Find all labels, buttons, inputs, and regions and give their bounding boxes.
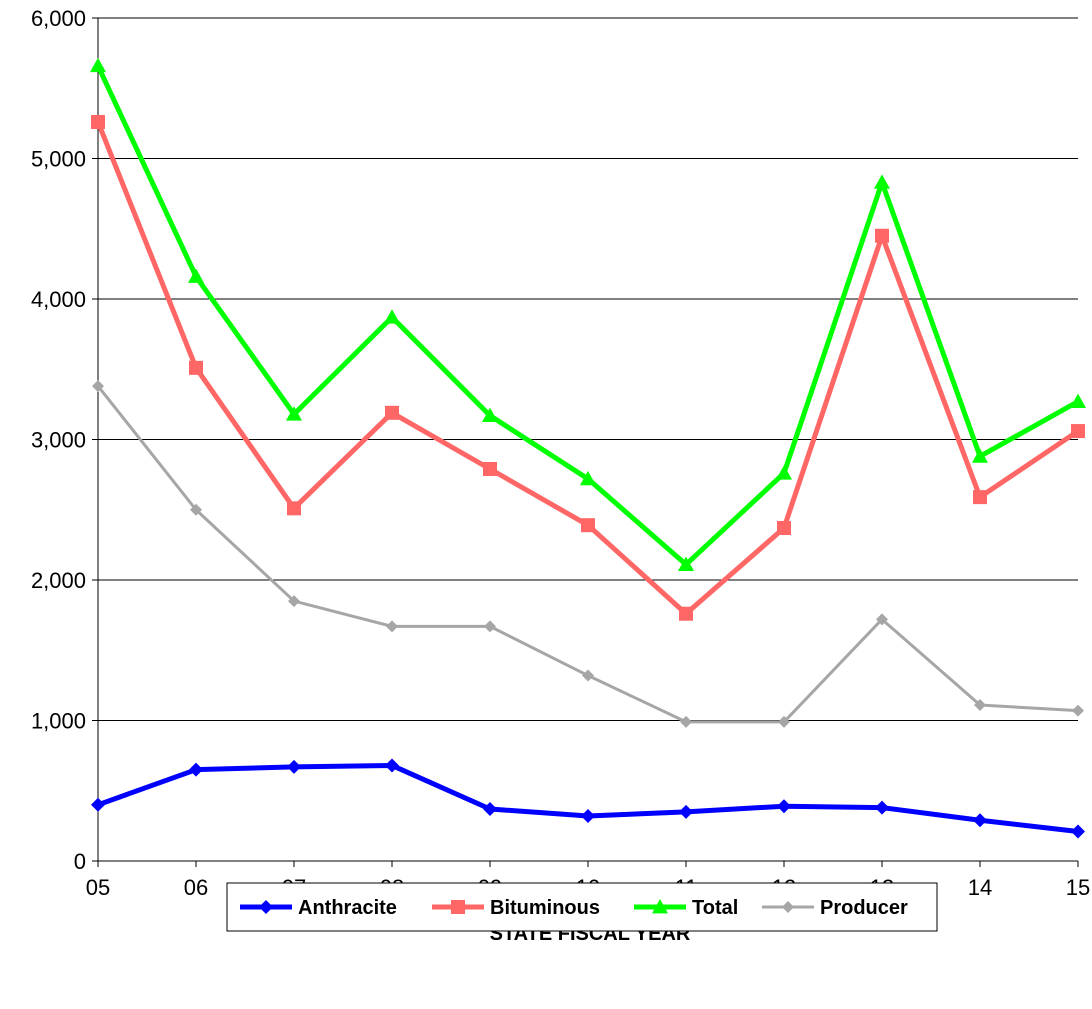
data-point xyxy=(1071,424,1085,439)
data-point xyxy=(190,503,202,516)
data-point xyxy=(288,595,300,608)
data-point xyxy=(90,57,106,73)
data-point xyxy=(678,556,694,571)
y-tick-label: 4,000 xyxy=(31,287,86,312)
data-point xyxy=(386,620,398,633)
data-point xyxy=(973,490,987,505)
legend-label: Total xyxy=(692,897,738,919)
series-total xyxy=(90,57,1086,571)
data-point xyxy=(484,620,496,633)
y-tick-label: 0 xyxy=(74,849,86,874)
data-point xyxy=(582,669,594,682)
legend-item-bituminous: Bituminous xyxy=(432,897,600,919)
legend-label: Anthracite xyxy=(298,897,397,919)
x-tick-label: 14 xyxy=(968,875,992,900)
data-point xyxy=(874,174,890,189)
data-point xyxy=(189,360,203,375)
data-point xyxy=(776,465,792,480)
legend-label: Bituminous xyxy=(490,897,600,919)
data-point xyxy=(1071,824,1085,839)
legend-item-producer: Producer xyxy=(762,897,908,919)
data-point xyxy=(679,804,693,819)
data-point xyxy=(875,800,889,815)
legend: Anthracite Bituminous Total Producer xyxy=(226,882,938,932)
data-point xyxy=(777,799,791,814)
legend-box xyxy=(226,882,938,932)
data-point xyxy=(91,797,105,812)
y-tick-label: 3,000 xyxy=(31,428,86,453)
legend-item-anthracite: Anthracite xyxy=(240,897,397,919)
series-lines xyxy=(90,57,1086,839)
data-point xyxy=(287,759,301,774)
data-point xyxy=(581,518,595,533)
legend-swatch-marker xyxy=(451,900,465,914)
data-point xyxy=(286,406,302,421)
x-tick-label: 15 xyxy=(1066,875,1090,900)
data-point xyxy=(92,380,104,393)
data-point xyxy=(581,809,595,824)
legend-swatch-marker xyxy=(782,901,794,913)
data-point xyxy=(482,407,498,423)
data-point xyxy=(875,228,889,243)
grid-lines xyxy=(98,17,1078,721)
data-point xyxy=(189,762,203,777)
data-point xyxy=(91,114,105,129)
y-tick-label: 5,000 xyxy=(31,147,86,172)
legend-swatch-marker xyxy=(652,899,668,914)
data-point xyxy=(876,613,888,626)
y-tick-labels: 0 1,000 2,000 3,000 4,000 5,000 6,000 xyxy=(31,6,86,874)
data-point xyxy=(972,448,988,463)
data-point xyxy=(384,309,400,324)
data-point xyxy=(580,470,596,486)
series-bituminous xyxy=(91,114,1085,621)
data-point xyxy=(679,606,693,621)
data-point xyxy=(777,521,791,536)
series-line xyxy=(95,121,1080,617)
y-tick-label: 1,000 xyxy=(31,709,86,734)
data-point xyxy=(1070,393,1086,408)
data-point xyxy=(778,715,790,728)
data-point xyxy=(483,802,497,817)
x-tick-label: 06 xyxy=(184,875,208,900)
y-tick-label: 2,000 xyxy=(31,568,86,593)
series-line xyxy=(95,64,1080,568)
series-producer xyxy=(92,380,1084,728)
data-point xyxy=(1072,704,1084,717)
data-point xyxy=(287,501,301,516)
data-point xyxy=(973,813,987,828)
legend-label: Producer xyxy=(820,897,908,919)
series-anthracite xyxy=(91,758,1085,839)
legend-item-total: Total xyxy=(634,897,738,919)
legend-swatch-marker xyxy=(259,900,273,914)
axes xyxy=(92,17,1079,867)
data-point xyxy=(385,405,399,420)
y-tick-label: 6,000 xyxy=(31,6,86,31)
data-point xyxy=(483,462,497,477)
data-point xyxy=(974,699,986,712)
data-point xyxy=(188,268,204,283)
data-point xyxy=(680,715,692,728)
data-point xyxy=(385,758,399,773)
x-tick-label: 05 xyxy=(86,875,110,900)
